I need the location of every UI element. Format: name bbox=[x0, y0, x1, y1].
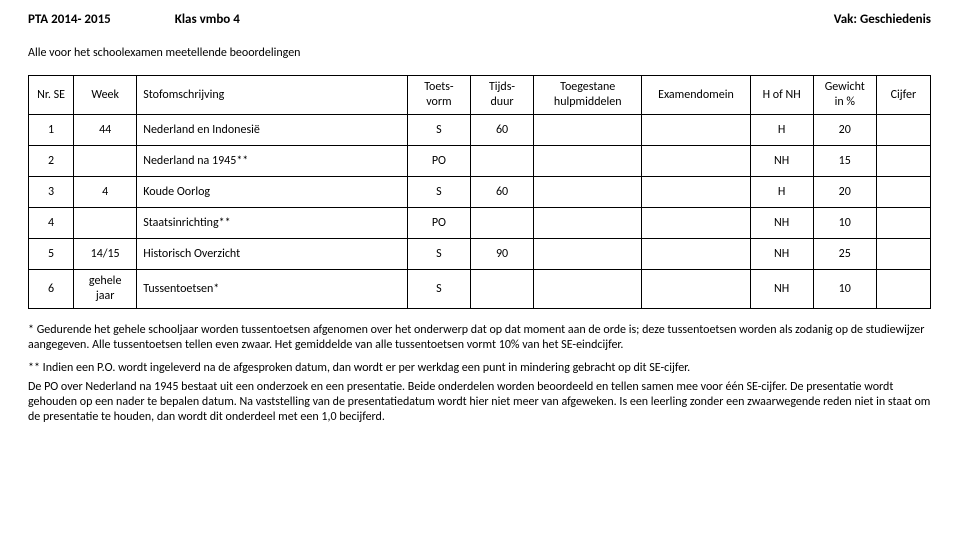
cell-cijf bbox=[876, 115, 930, 146]
cell-dom bbox=[642, 208, 750, 239]
cell-hnh: NH bbox=[750, 146, 813, 177]
cell-hulp bbox=[534, 270, 642, 309]
cell-week: gehele jaar bbox=[74, 270, 137, 309]
cell-week: 44 bbox=[74, 115, 137, 146]
cell-duur: 90 bbox=[470, 239, 533, 270]
cell-hulp bbox=[534, 177, 642, 208]
table-header-row: Nr. SE Week Stofomschrijving Toets- vorm… bbox=[29, 76, 931, 115]
cell-hulp bbox=[534, 208, 642, 239]
table-row: 2 Nederland na 1945**PO NH15 bbox=[29, 146, 931, 177]
table-row: 144Nederland en IndonesiëS60 H20 bbox=[29, 115, 931, 146]
cell-hnh: NH bbox=[750, 270, 813, 309]
footnote-1: * Gedurende het gehele schooljaar worden… bbox=[28, 323, 931, 353]
subtitle: Alle voor het schoolexamen meetellende b… bbox=[28, 46, 931, 61]
cell-cijf bbox=[876, 146, 930, 177]
cell-vorm: PO bbox=[407, 146, 470, 177]
cell-nr: 4 bbox=[29, 208, 74, 239]
table-row: 34Koude OorlogS60 H20 bbox=[29, 177, 931, 208]
cell-week bbox=[74, 146, 137, 177]
cell-hnh: NH bbox=[750, 239, 813, 270]
cell-duur: 60 bbox=[470, 177, 533, 208]
cell-stof: Tussentoetsen* bbox=[137, 270, 408, 309]
cell-week: 4 bbox=[74, 177, 137, 208]
cell-hnh: H bbox=[750, 177, 813, 208]
table-row: 4 Staatsinrichting**PO NH10 bbox=[29, 208, 931, 239]
cell-vorm: S bbox=[407, 270, 470, 309]
cell-vorm: S bbox=[407, 115, 470, 146]
cell-cijf bbox=[876, 270, 930, 309]
page-header: PTA 2014- 2015 Klas vmbo 4 Vak: Geschied… bbox=[28, 12, 931, 28]
cell-hnh: NH bbox=[750, 208, 813, 239]
table-row: 6gehele jaarTussentoetsen*S NH10 bbox=[29, 270, 931, 309]
cell-stof: Nederland na 1945** bbox=[137, 146, 408, 177]
cell-cijf bbox=[876, 239, 930, 270]
cell-stof: Staatsinrichting** bbox=[137, 208, 408, 239]
footnote-3: De PO over Nederland na 1945 bestaat uit… bbox=[28, 380, 931, 425]
cell-hulp bbox=[534, 115, 642, 146]
assessment-table: Nr. SE Week Stofomschrijving Toets- vorm… bbox=[28, 75, 931, 309]
cell-gew: 15 bbox=[813, 146, 876, 177]
col-hulp: Toegestane hulpmiddelen bbox=[534, 76, 642, 115]
cell-dom bbox=[642, 115, 750, 146]
cell-hnh: H bbox=[750, 115, 813, 146]
cell-hulp bbox=[534, 239, 642, 270]
cell-dom bbox=[642, 270, 750, 309]
col-vorm: Toets- vorm bbox=[407, 76, 470, 115]
cell-duur: 60 bbox=[470, 115, 533, 146]
col-cijf: Cijfer bbox=[876, 76, 930, 115]
col-gew: Gewicht in % bbox=[813, 76, 876, 115]
cell-vorm: S bbox=[407, 177, 470, 208]
cell-dom bbox=[642, 177, 750, 208]
cell-duur bbox=[470, 208, 533, 239]
header-pta: PTA 2014- 2015 bbox=[28, 12, 111, 28]
cell-nr: 5 bbox=[29, 239, 74, 270]
footnotes: * Gedurende het gehele schooljaar worden… bbox=[28, 323, 931, 425]
footnote-2: ** Indien een P.O. wordt ingeleverd na d… bbox=[28, 361, 931, 376]
cell-vorm: S bbox=[407, 239, 470, 270]
cell-nr: 2 bbox=[29, 146, 74, 177]
cell-dom bbox=[642, 146, 750, 177]
col-nr: Nr. SE bbox=[29, 76, 74, 115]
cell-cijf bbox=[876, 177, 930, 208]
cell-vorm: PO bbox=[407, 208, 470, 239]
cell-gew: 20 bbox=[813, 115, 876, 146]
cell-gew: 10 bbox=[813, 270, 876, 309]
cell-cijf bbox=[876, 208, 930, 239]
table-row: 514/15Historisch OverzichtS90 NH25 bbox=[29, 239, 931, 270]
cell-hulp bbox=[534, 146, 642, 177]
col-dom: Examendomein bbox=[642, 76, 750, 115]
cell-nr: 6 bbox=[29, 270, 74, 309]
col-stof: Stofomschrijving bbox=[137, 76, 408, 115]
cell-stof: Nederland en Indonesië bbox=[137, 115, 408, 146]
cell-gew: 20 bbox=[813, 177, 876, 208]
col-hnh: H of NH bbox=[750, 76, 813, 115]
cell-stof: Historisch Overzicht bbox=[137, 239, 408, 270]
cell-nr: 3 bbox=[29, 177, 74, 208]
cell-week: 14/15 bbox=[74, 239, 137, 270]
cell-week bbox=[74, 208, 137, 239]
header-vak: Vak: Geschiedenis bbox=[834, 12, 931, 28]
cell-duur bbox=[470, 270, 533, 309]
col-week: Week bbox=[74, 76, 137, 115]
header-klas: Klas vmbo 4 bbox=[175, 12, 240, 28]
cell-dom bbox=[642, 239, 750, 270]
cell-gew: 10 bbox=[813, 208, 876, 239]
cell-stof: Koude Oorlog bbox=[137, 177, 408, 208]
cell-gew: 25 bbox=[813, 239, 876, 270]
cell-nr: 1 bbox=[29, 115, 74, 146]
col-duur: Tijds- duur bbox=[470, 76, 533, 115]
cell-duur bbox=[470, 146, 533, 177]
